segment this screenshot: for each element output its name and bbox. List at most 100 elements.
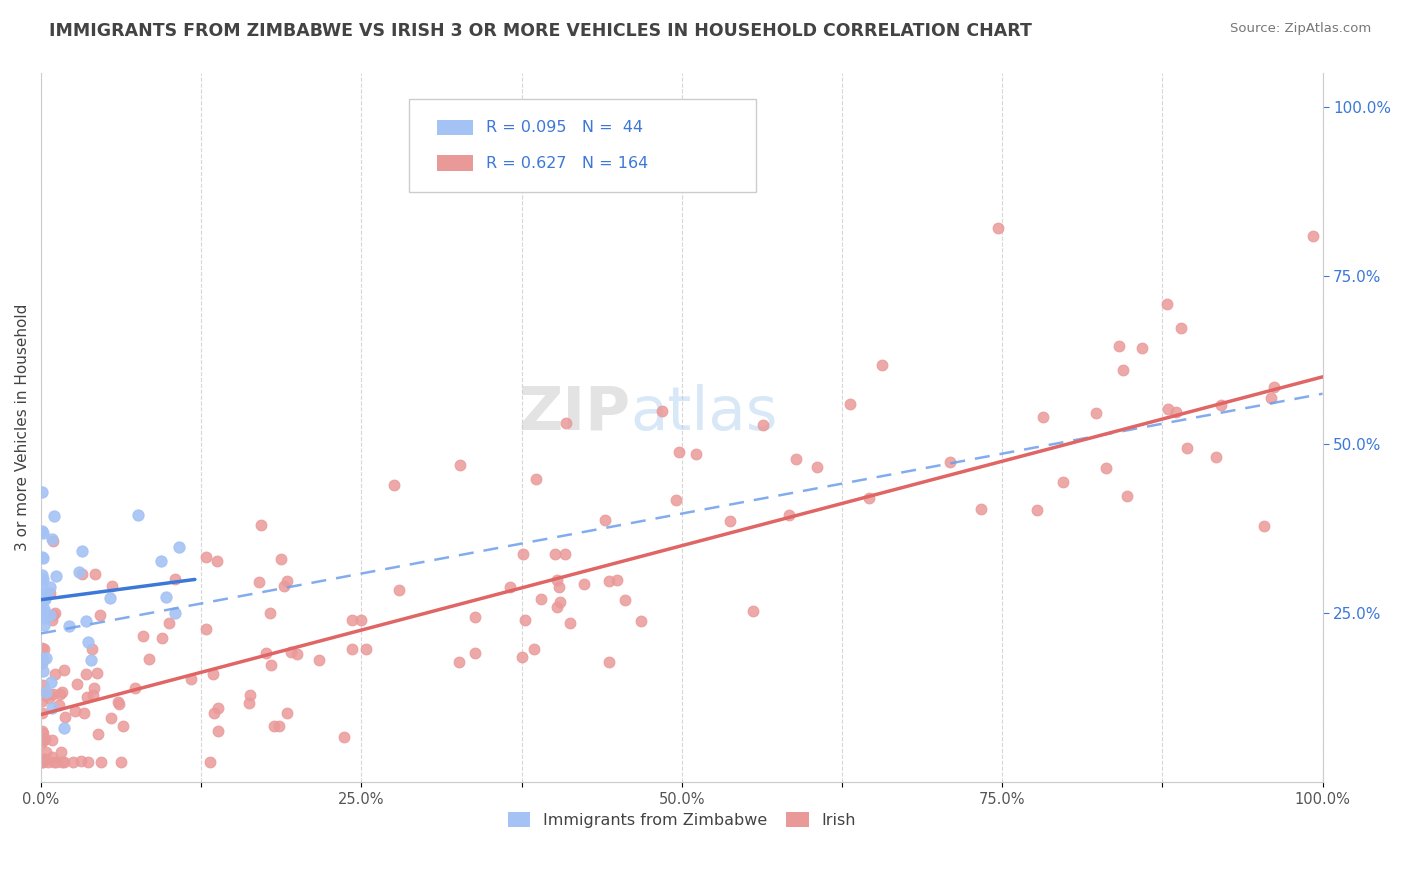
Point [98, 591, 121, 605]
Point [49, 687, 72, 701]
Point [44, 606, 66, 620]
Point [1205, 450, 1227, 464]
Point [806, 460, 828, 475]
Point [32, 751, 55, 765]
Point [34, 752, 56, 766]
Point [630, 615, 652, 629]
Point [342, 613, 364, 627]
Text: ZIP: ZIP [519, 384, 630, 442]
Point [547, 580, 569, 594]
Point [31, 640, 53, 655]
Point [554, 547, 576, 561]
Point [986, 221, 1008, 235]
Point [555, 416, 578, 430]
Point [598, 574, 620, 588]
Point [75, 667, 97, 681]
Point [38, 691, 60, 706]
Point [39, 675, 62, 690]
Point [45, 569, 67, 583]
Point [207, 723, 229, 738]
Point [207, 701, 229, 715]
Point [53, 710, 76, 724]
Point [110, 755, 132, 769]
Point [37, 755, 59, 769]
Point [574, 577, 596, 591]
Point [107, 695, 129, 709]
Point [870, 358, 893, 372]
Point [41, 700, 63, 714]
Point [198, 755, 221, 769]
Point [464, 646, 486, 660]
Point [52, 755, 75, 769]
Point [31, 524, 53, 538]
Point [31, 651, 53, 665]
Point [512, 547, 534, 561]
Point [970, 501, 993, 516]
Point [44, 666, 66, 681]
Text: R = 0.627   N = 164: R = 0.627 N = 164 [486, 155, 648, 170]
Point [167, 541, 190, 555]
Point [524, 473, 547, 487]
Point [82, 642, 104, 657]
Point [80, 653, 103, 667]
Point [90, 755, 112, 769]
Point [108, 698, 131, 712]
Point [382, 477, 405, 491]
Point [75, 614, 97, 628]
Point [42, 508, 65, 523]
Point [124, 681, 146, 695]
Point [31, 656, 53, 670]
Point [31, 652, 53, 666]
Point [1052, 475, 1074, 489]
Point [31, 484, 53, 499]
Point [447, 655, 470, 669]
Point [42, 608, 65, 623]
Point [34, 617, 56, 632]
Point [34, 592, 56, 607]
Point [515, 614, 537, 628]
Point [1108, 338, 1130, 352]
Point [72, 566, 94, 581]
Point [31, 664, 53, 678]
Point [138, 652, 160, 666]
Point [35, 650, 58, 665]
Point [149, 554, 172, 568]
Point [388, 583, 411, 598]
Point [48, 698, 70, 712]
Point [651, 404, 673, 418]
Point [546, 573, 568, 587]
Point [131, 629, 153, 643]
Point [499, 580, 522, 594]
Point [939, 455, 962, 469]
Point [544, 547, 567, 561]
Point [180, 672, 202, 686]
Point [32, 642, 55, 657]
Point [464, 610, 486, 624]
Point [614, 592, 637, 607]
Point [86, 666, 108, 681]
Point [70, 544, 93, 558]
Point [1209, 398, 1232, 412]
Point [752, 418, 775, 433]
Point [205, 554, 228, 568]
Point [270, 552, 292, 566]
Point [35, 745, 58, 759]
Point [31, 706, 53, 721]
Point [127, 508, 149, 523]
Point [41, 732, 63, 747]
Point [83, 681, 105, 695]
Point [51, 684, 73, 698]
FancyBboxPatch shape [409, 99, 756, 192]
Point [333, 730, 356, 744]
Point [111, 719, 134, 733]
Point [239, 688, 262, 702]
Point [31, 653, 53, 667]
Point [32, 602, 55, 616]
Point [31, 572, 53, 586]
Point [558, 615, 581, 630]
Point [250, 518, 273, 533]
Point [38, 586, 60, 600]
Point [280, 645, 302, 659]
Point [1253, 519, 1275, 533]
Point [76, 755, 98, 769]
